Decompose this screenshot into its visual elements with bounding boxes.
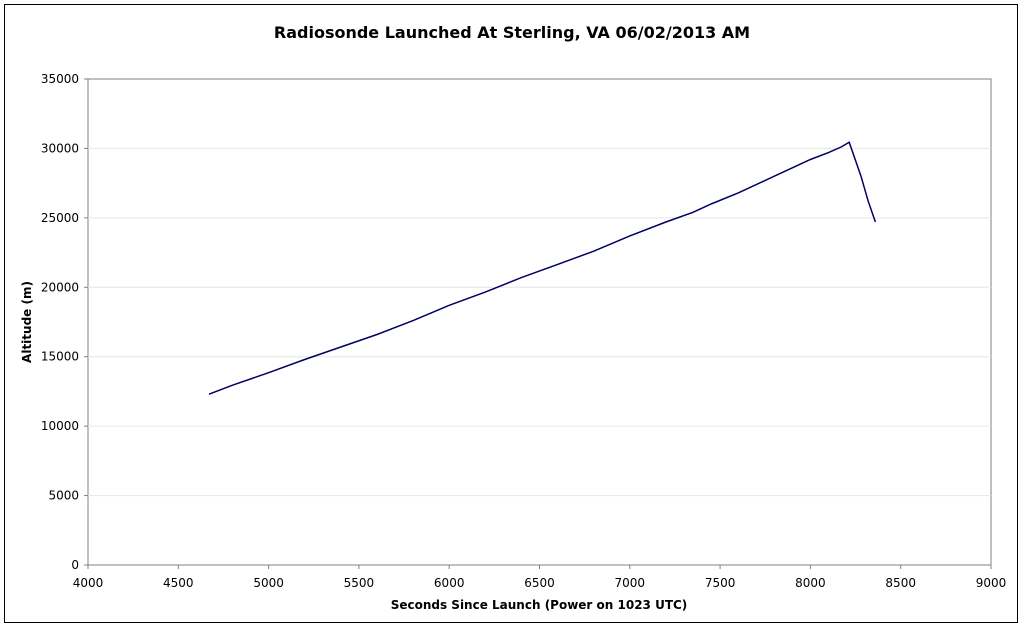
x-axis-ticks: 4000 4500 5000 5500 6000 6500 7000 7500 8000 8500… <box>73 565 1007 590</box>
plot-area <box>87 78 992 566</box>
y-tick-label: 35000 <box>41 72 79 86</box>
x-tick-label: 9000 <box>976 576 1007 590</box>
y-axis-ticks: 0 5000 10000 15000 20000 25000 30000 35000 <box>41 72 88 572</box>
x-tick-label: 6500 <box>524 576 555 590</box>
y-tick-label: 5000 <box>48 489 79 503</box>
chart-title: Radiosonde Launched At Sterling, VA 06/0… <box>274 23 750 42</box>
y-tick-label: 10000 <box>41 419 79 433</box>
x-tick-label: 8500 <box>885 576 916 590</box>
x-tick-label: 8000 <box>795 576 826 590</box>
y-tick-label: 0 <box>71 558 79 572</box>
y-tick-label: 30000 <box>41 141 79 155</box>
y-axis-label: Altitude (m) <box>20 281 34 363</box>
x-tick-label: 4000 <box>73 576 104 590</box>
x-tick-label: 7000 <box>615 576 646 590</box>
x-tick-label: 7500 <box>705 576 736 590</box>
x-tick-label: 4500 <box>163 576 194 590</box>
x-tick-label: 5000 <box>253 576 284 590</box>
y-tick-label: 20000 <box>41 280 79 294</box>
y-tick-label: 25000 <box>41 211 79 225</box>
altitude-series-line <box>208 141 877 395</box>
x-tick-label: 5500 <box>344 576 375 590</box>
x-axis-label: Seconds Since Launch (Power on 1023 UTC) <box>391 598 688 612</box>
x-tick-label: 6000 <box>434 576 465 590</box>
y-tick-label: 15000 <box>41 350 79 364</box>
gridlines <box>88 147 991 497</box>
